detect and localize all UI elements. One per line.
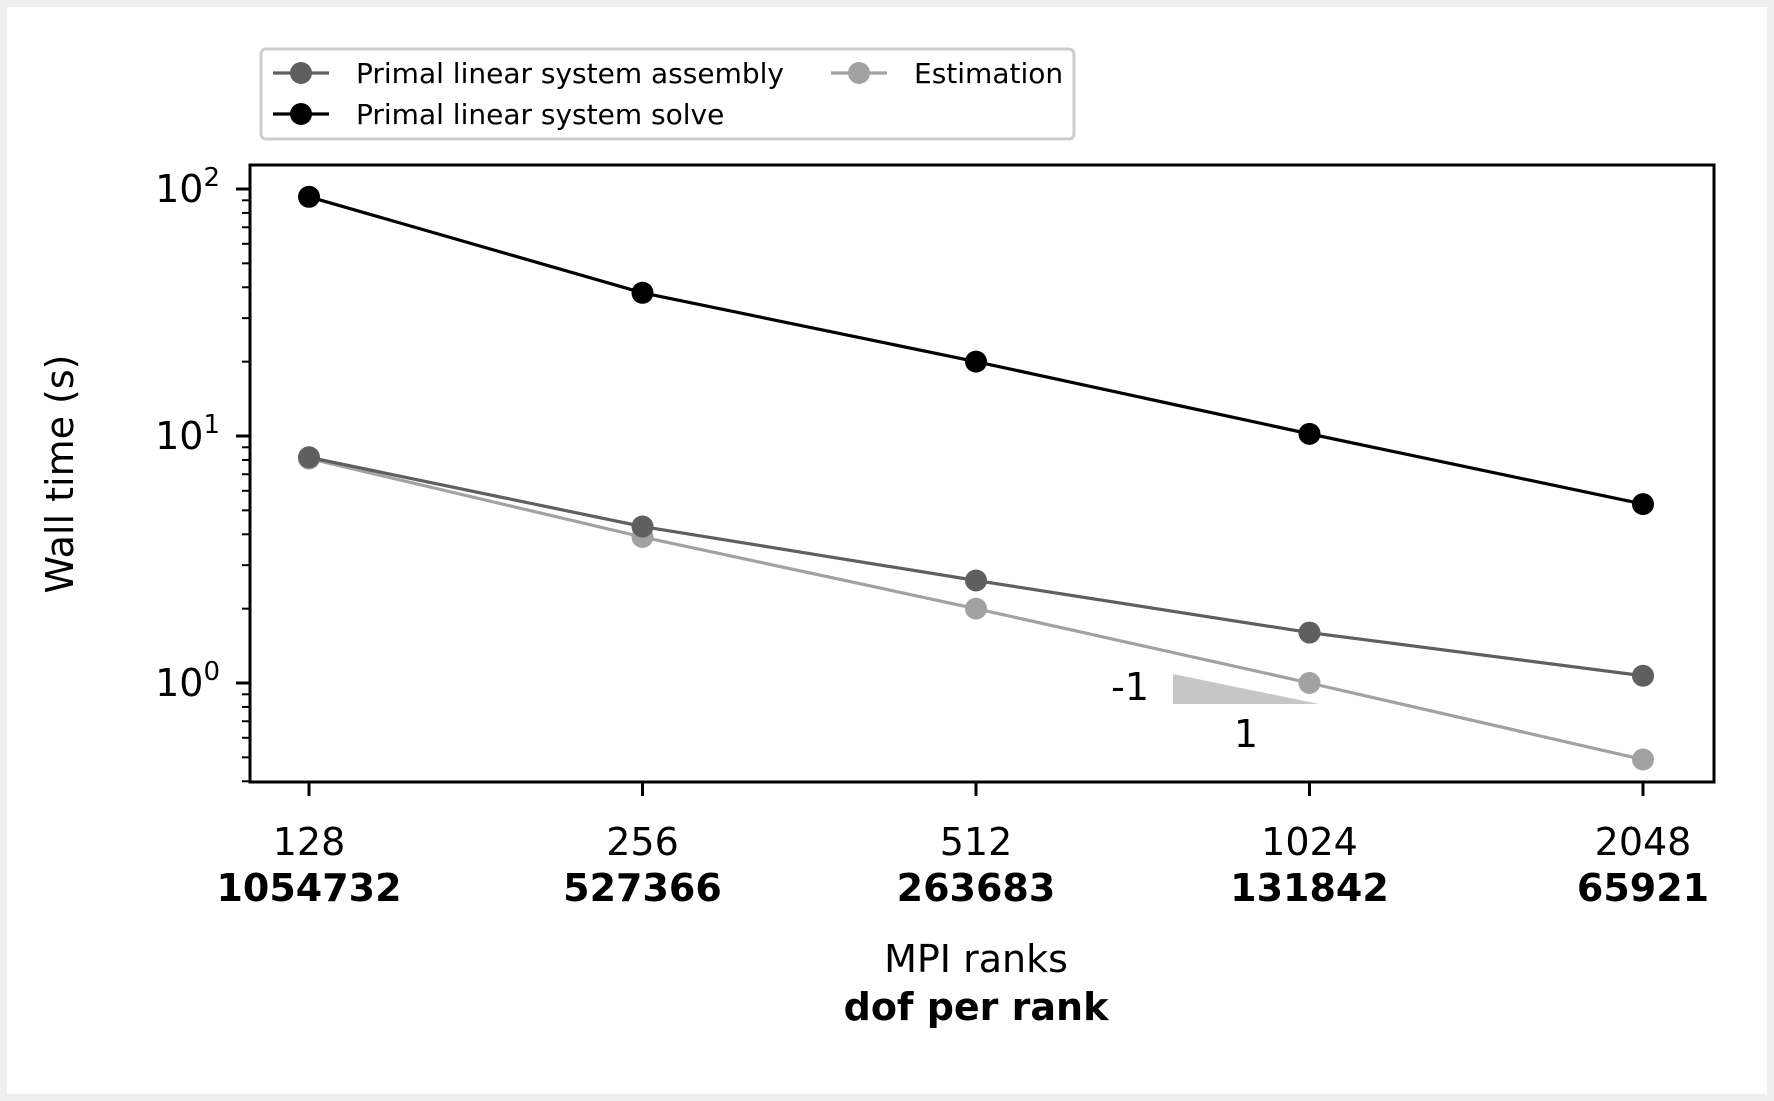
- legend-marker: [290, 103, 312, 125]
- x-axis-title: MPI ranks: [884, 937, 1068, 981]
- slope-triangle: [1173, 674, 1319, 704]
- data-point: [298, 185, 320, 208]
- x-axis-secondary-title: dof per rank: [844, 985, 1109, 1029]
- y-tick-label: 100: [155, 657, 220, 705]
- x-tick-secondary-label: 65921: [1577, 866, 1709, 910]
- x-tick-label: 256: [606, 820, 679, 864]
- line-chart: Primal linear system assembly Primal line…: [38, 47, 1716, 1029]
- data-point: [1298, 672, 1321, 694]
- series-line: [308, 455, 1644, 678]
- data-point: [1632, 493, 1654, 516]
- data-point: [1298, 422, 1321, 445]
- figure: Primal linear system assembly Primal line…: [7, 7, 1767, 1094]
- y-axis-title: Wall time (s): [38, 354, 82, 593]
- legend: Primal linear system assembly Primal line…: [259, 47, 1076, 141]
- series-line: [308, 195, 1644, 506]
- data-point: [631, 281, 654, 304]
- slope-triangle-annotation: -1 1: [1111, 665, 1319, 756]
- legend-entry: Estimation: [831, 57, 1063, 90]
- legend-label: Primal linear system solve: [356, 98, 724, 131]
- y-tick-label: 102: [155, 163, 220, 211]
- series-layer: [298, 185, 1654, 771]
- legend-entry: Primal linear system solve: [273, 98, 724, 131]
- data-point: [965, 569, 987, 592]
- slope-rise-label: -1: [1111, 665, 1149, 709]
- x-tick-label: 512: [940, 820, 1013, 864]
- data-point: [298, 446, 320, 469]
- data-point: [1298, 621, 1321, 644]
- x-tick-label: 1024: [1261, 820, 1358, 864]
- legend-entry: Primal linear system assembly: [273, 57, 784, 90]
- data-point: [965, 350, 987, 373]
- series-primal-linear-system-assembly: [298, 446, 1654, 687]
- x-tick-label: 2048: [1595, 820, 1692, 864]
- x-tick-secondary-label: 263683: [897, 866, 1056, 910]
- series-primal-linear-system-solve: [298, 185, 1654, 516]
- x-tick-secondary-label: 1054732: [216, 866, 401, 910]
- legend-label: Estimation: [914, 57, 1063, 90]
- legend-label: Primal linear system assembly: [356, 57, 784, 90]
- x-tick-secondary-label: 131842: [1230, 866, 1389, 910]
- x-tick-label: 128: [273, 820, 346, 864]
- slope-run-label: 1: [1234, 712, 1258, 756]
- data-point: [965, 597, 987, 620]
- x-tick-secondary-label: 527366: [563, 866, 722, 910]
- data-point: [631, 515, 654, 538]
- data-point: [1632, 664, 1654, 687]
- data-point: [1632, 748, 1654, 771]
- y-tick-label: 101: [155, 410, 220, 458]
- legend-marker: [848, 62, 870, 84]
- legend-marker: [290, 62, 312, 84]
- y-axis: 100 101 102: [155, 163, 250, 783]
